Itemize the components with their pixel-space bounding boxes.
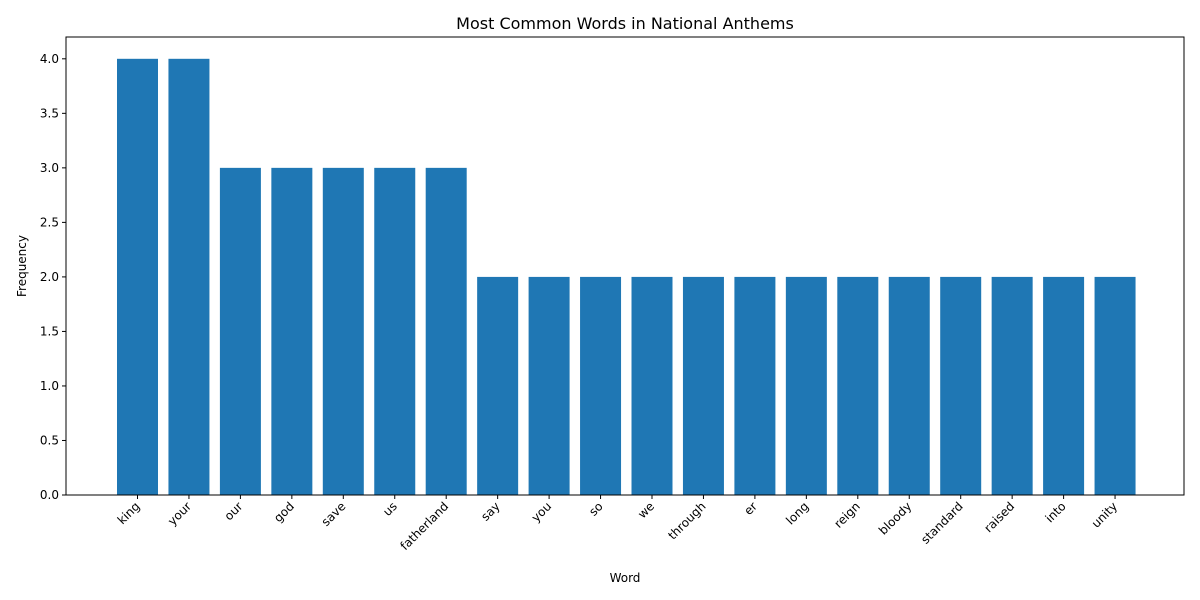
x-tick-label: our <box>222 499 246 523</box>
y-tick-label: 3.0 <box>40 161 59 175</box>
y-tick-label: 4.0 <box>40 52 59 66</box>
bar-our <box>219 167 261 495</box>
x-tick-label: us <box>380 499 400 519</box>
bar-king <box>117 58 158 496</box>
bar-god <box>271 167 313 495</box>
x-tick-label: so <box>586 499 606 519</box>
bar-we <box>631 276 673 495</box>
x-tick-label: fatherland <box>397 499 451 553</box>
bar-reign <box>837 276 879 495</box>
bar-your <box>168 58 210 496</box>
plot-frame <box>65 36 1185 496</box>
x-tick-label: your <box>165 499 194 528</box>
x-tick-label: reign <box>831 499 863 531</box>
bar-long <box>785 276 827 495</box>
y-tick-label: 2.5 <box>40 215 59 229</box>
x-tick-label: through <box>665 499 708 542</box>
x-tick-label: bloody <box>876 499 914 537</box>
x-tick-label: king <box>115 499 143 527</box>
y-axis-title: Frequency <box>15 235 29 297</box>
x-tick-label: save <box>319 499 349 529</box>
y-tick-label: 1.5 <box>40 324 59 338</box>
bar-fatherland <box>425 167 467 495</box>
y-tick-label: 3.5 <box>40 106 59 120</box>
bar-you <box>528 276 570 495</box>
bar-unity <box>1094 276 1136 495</box>
x-tick-label: raised <box>981 499 1017 535</box>
y-tick-label: 2.0 <box>40 270 59 284</box>
y-tick-label: 0.5 <box>40 433 59 447</box>
y-tick-label: 1.0 <box>40 379 59 393</box>
x-tick-label: long <box>783 499 811 527</box>
x-tick-label: into <box>1043 499 1069 525</box>
chart-title: Most Common Words in National Anthems <box>456 14 794 33</box>
bar-say <box>477 276 519 495</box>
x-tick-label: standard <box>918 499 966 547</box>
bar-er <box>734 276 776 495</box>
bar-us <box>374 167 416 495</box>
x-tick-label: god <box>271 499 297 525</box>
bar-standard <box>940 276 982 495</box>
x-axis-title: Word <box>610 571 641 585</box>
y-axis: 0.0 0.5 1.0 1.5 2.0 2.5 3.0 3.5 4.0 <box>40 52 66 502</box>
bar-into <box>1043 276 1085 495</box>
bar-bloody <box>888 276 930 495</box>
x-tick-label: we <box>635 499 657 521</box>
x-tick-label: unity <box>1089 499 1120 530</box>
bar-raised <box>991 276 1033 495</box>
x-tick-label: er <box>741 499 760 518</box>
bar-through <box>682 276 724 495</box>
y-tick-label: 0.0 <box>40 488 59 502</box>
bar-save <box>322 167 364 495</box>
bar-so <box>580 276 622 495</box>
x-tick-label: you <box>529 499 555 525</box>
x-tick-label: say <box>478 499 503 524</box>
bars-group <box>117 58 1136 496</box>
